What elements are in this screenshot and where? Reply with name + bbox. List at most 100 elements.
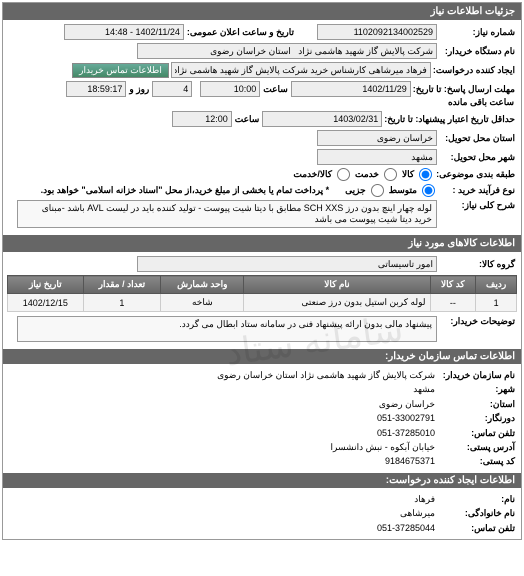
deadline-time-input <box>200 81 260 97</box>
rc-name: فرهاد <box>414 492 435 506</box>
buyer-note-label: توضیحات خریدار: <box>437 316 517 327</box>
req-number-label: شماره نیاز: <box>437 27 517 38</box>
radio-khedmat[interactable] <box>384 168 397 181</box>
contact-header: اطلاعات تماس سازمان خریدار: <box>3 349 521 364</box>
row-zip: کد پستی: 9184675371 <box>9 454 515 468</box>
row-rc-phone: تلفن تماس: 051-37285044 <box>9 521 515 535</box>
post: خیابان آبکوه - نبش دانشسرا <box>331 440 435 454</box>
remain-day-label: روز و <box>126 84 152 95</box>
row-buyer-note: توضیحات خریدار: پیشنهاد مالی بدون ارائه … <box>7 316 517 342</box>
table-header-row: ردیف کد کالا نام کالا واحد شمارش تعداد /… <box>8 276 517 294</box>
province-input <box>317 130 437 146</box>
rc-phone-label: تلفن تماس: <box>435 521 515 535</box>
city-input <box>317 149 437 165</box>
desc-label: شرح کلی نیاز: <box>437 200 517 211</box>
c-province-label: استان: <box>435 397 515 411</box>
row-deadline: مهلت ارسال پاسخ: تا تاریخ: ساعت روز و سا… <box>7 81 517 108</box>
opt-kala: کالا <box>399 169 417 180</box>
items-table: ردیف کد کالا نام کالا واحد شمارش تعداد /… <box>7 275 517 312</box>
main-panel: جزئیات اطلاعات نیاز شماره نیاز: تاریخ و … <box>2 2 522 540</box>
c-province: خراسان رضوی <box>379 397 435 411</box>
radio-both[interactable] <box>337 168 350 181</box>
row-c-province: استان: خراسان رضوی <box>9 397 515 411</box>
opt-khedmat: خدمت <box>352 169 382 180</box>
validity-date-input <box>262 111 382 127</box>
row-req-number: شماره نیاز: تاریخ و ساعت اعلان عمومی: <box>7 24 517 40</box>
deadline-date-input <box>291 81 411 97</box>
row-fax: دورنگار: 051-33002791 <box>9 411 515 425</box>
row-org-name: نام سازمان خریدار: شرکت پالایش گاز شهید … <box>9 368 515 382</box>
province-label: استان محل تحویل: <box>437 133 517 144</box>
req-creator-section: نام: فرهاد نام خانوادگی: میرشاهی تلفن تم… <box>3 488 521 539</box>
radio-medium[interactable] <box>422 184 435 197</box>
group-input <box>137 256 437 272</box>
zip-label: کد پستی: <box>435 454 515 468</box>
creator-label: ایجاد کننده درخواست: <box>431 65 517 76</box>
panel-title: جزئیات اطلاعات نیاز <box>3 3 521 20</box>
rc-family-label: نام خانوادگی: <box>435 506 515 520</box>
pub-datetime-input <box>64 24 184 40</box>
req-number-input <box>317 24 437 40</box>
items-header: اطلاعات کالاهای مورد نیاز <box>3 235 521 252</box>
row-device: نام دستگاه خریدار: <box>7 43 517 59</box>
req-creator-header: اطلاعات ایجاد کننده درخواست: <box>3 473 521 488</box>
row-province: استان محل تحویل: <box>7 130 517 146</box>
radio-minor[interactable] <box>371 184 384 197</box>
opt-medium: متوسط <box>386 185 420 196</box>
device-label: نام دستگاه خریدار: <box>437 46 517 57</box>
fax: 051-33002791 <box>377 411 435 425</box>
th-row: ردیف <box>476 276 517 294</box>
org-name-label: نام سازمان خریدار: <box>435 368 515 382</box>
creator-contact-button[interactable]: اطلاعات تماس خریدار <box>72 63 169 78</box>
creator-input <box>171 62 431 78</box>
row-city: شهر محل تحویل: <box>7 149 517 165</box>
validity-time-label: ساعت <box>232 114 263 125</box>
td-need-date: 1402/12/15 <box>8 294 84 312</box>
remain-days-input <box>152 81 192 97</box>
validity-time-input <box>172 111 232 127</box>
rc-phone: 051-37285044 <box>377 521 435 535</box>
fax-label: دورنگار: <box>435 411 515 425</box>
group-label: گروه کالا: <box>437 259 517 270</box>
td-code: -- <box>430 294 476 312</box>
remain-left-label: ساعت باقی مانده <box>445 97 517 108</box>
row-validity: حداقل تاریخ اعتبار پیشنهاد: تا تاریخ: سا… <box>7 111 517 127</box>
device-input <box>137 43 437 59</box>
radio-kala[interactable] <box>419 168 432 181</box>
c-city-label: شهر: <box>435 382 515 396</box>
th-need-date: تاریخ نیاز <box>8 276 84 294</box>
rc-name-label: نام: <box>435 492 515 506</box>
post-label: آدرس پستی: <box>435 440 515 454</box>
th-unit: واحد شمارش <box>161 276 244 294</box>
rc-family: میرشاهی <box>400 506 435 520</box>
city-label: شهر محل تحویل: <box>437 152 517 163</box>
opt-both: کالا/خدمت <box>290 169 335 180</box>
validity-label: حداقل تاریخ اعتبار پیشنهاد: تا تاریخ: <box>382 114 517 125</box>
buyer-note-textarea: پیشنهاد مالی بدون ارائه پیشنهاد فنی در س… <box>17 316 437 342</box>
th-qty: تعداد / مقدار <box>83 276 161 294</box>
th-code: کد کالا <box>430 276 476 294</box>
row-desc: شرح کلی نیاز: لوله چهار اینچ بدون درز SC… <box>7 200 517 228</box>
row-c-city: شهر: مشهد <box>9 382 515 396</box>
pay-note: * پرداخت تمام یا بخشی از مبلغ خرید،از مح… <box>38 185 333 196</box>
row-phone: تلفن تماس: 051-37285010 <box>9 426 515 440</box>
td-qty: 1 <box>83 294 161 312</box>
td-name: لوله کربن استیل بدون درز صنعتی <box>244 294 430 312</box>
deadline-label: مهلت ارسال پاسخ: تا تاریخ: <box>411 84 517 95</box>
row-creator: ایجاد کننده درخواست: اطلاعات تماس خریدار <box>7 62 517 78</box>
org-name: شرکت پالایش گاز شهید هاشمی نژاد استان خر… <box>217 368 435 382</box>
row-rc-name: نام: فرهاد <box>9 492 515 506</box>
th-name: نام کالا <box>244 276 430 294</box>
pay-label: نوع فرآیند خرید : <box>437 185 517 196</box>
row-rc-family: نام خانوادگی: میرشاهی <box>9 506 515 520</box>
phone-label: تلفن تماس: <box>435 426 515 440</box>
c-city: مشهد <box>413 382 435 396</box>
form-section: شماره نیاز: تاریخ و ساعت اعلان عمومی: نا… <box>3 20 521 235</box>
remain-time-input <box>66 81 126 97</box>
opt-minor: جزیی <box>342 185 369 196</box>
desc-textarea: لوله چهار اینچ بدون درز SCH XXS مطابق با… <box>17 200 437 228</box>
pub-datetime-label: تاریخ و ساعت اعلان عمومی: <box>184 27 297 38</box>
phone: 051-37285010 <box>377 426 435 440</box>
zip: 9184675371 <box>385 454 435 468</box>
td-row: 1 <box>476 294 517 312</box>
